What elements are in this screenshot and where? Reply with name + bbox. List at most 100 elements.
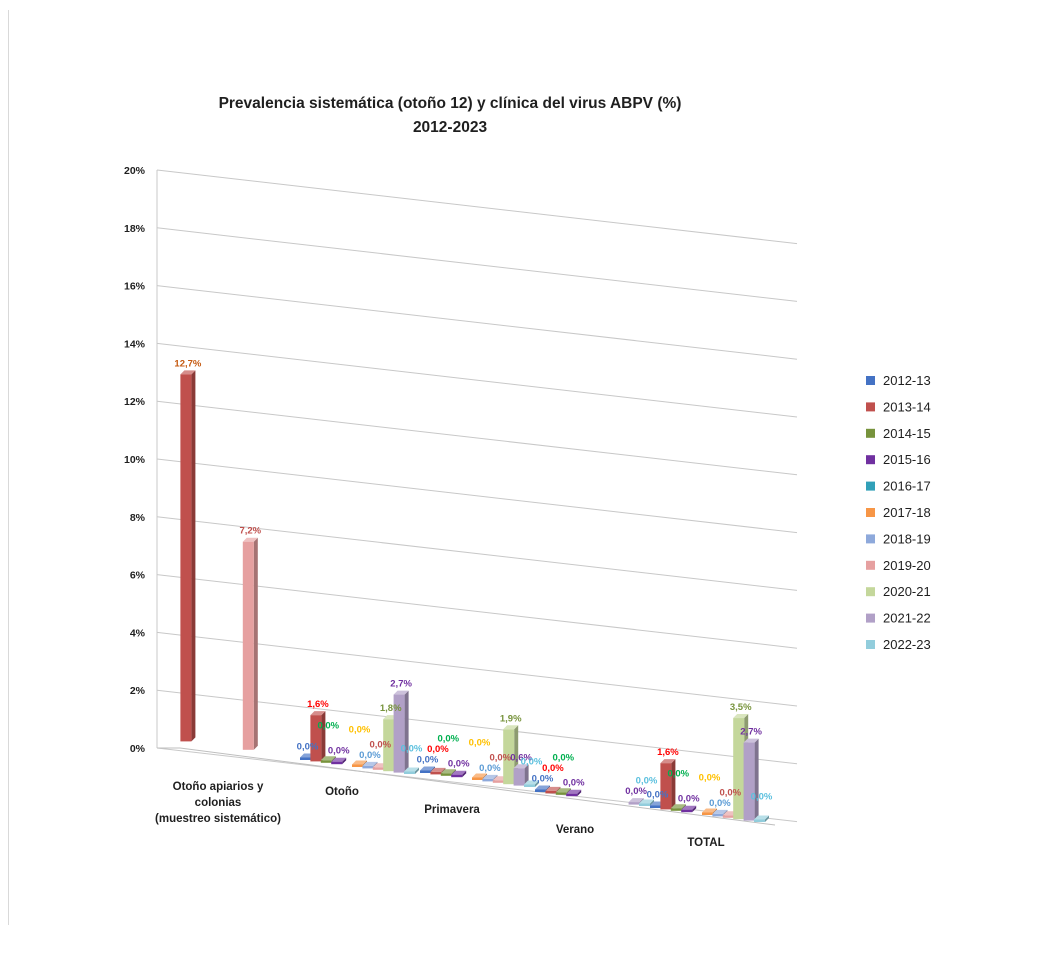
category-label: TOTAL: [687, 837, 724, 849]
bar-side: [404, 690, 409, 773]
bar: [660, 763, 672, 810]
category-label-line: Otoño: [325, 786, 359, 798]
data-label: 0,0%: [448, 759, 470, 770]
data-label: 0,0%: [719, 787, 741, 798]
bar-top: [352, 760, 367, 765]
data-label: 0,0%: [349, 725, 371, 736]
bar-top: [513, 764, 529, 769]
gridline: [156, 342, 798, 418]
bar: [702, 812, 713, 815]
category-label: Otoño apiarios y colonias (muestreo sistem…: [155, 781, 281, 825]
data-label: 0,0%: [369, 739, 391, 750]
category-labels: Otoño apiarios y colonias (muestreo sistem…: [155, 781, 725, 849]
bar-top: [524, 780, 539, 785]
category-label: Verano: [556, 824, 594, 836]
data-label: 0,0%: [751, 792, 773, 803]
legend-swatch: [866, 534, 875, 544]
bar-side: [524, 764, 529, 786]
legend-label: 2012-13: [883, 373, 931, 388]
bar-top: [503, 725, 519, 730]
bar-top: [670, 804, 686, 809]
bar: [352, 764, 363, 767]
data-label: 0,0%: [542, 763, 564, 774]
category-label: Otoño: [325, 786, 359, 798]
bar: [524, 784, 535, 787]
legend-label: 2021-22: [883, 611, 931, 626]
data-label: 0,0%: [678, 794, 700, 805]
data-label: 0,0%: [469, 738, 491, 749]
bar: [503, 729, 515, 785]
bar: [535, 789, 546, 792]
bar: [681, 809, 693, 813]
bar: [331, 761, 343, 765]
data-label: 3,5%: [730, 702, 752, 713]
legend-label: 2015-16: [883, 452, 931, 467]
data-label: 0,0%: [417, 755, 439, 766]
bar-top: [660, 759, 676, 764]
y-tick-label: 20%: [124, 165, 146, 177]
data-label: 0,0%: [489, 752, 511, 763]
bar-top: [482, 774, 498, 779]
bar-top: [320, 756, 336, 761]
y-tick-label: 10%: [124, 454, 146, 466]
bar: [733, 718, 745, 820]
bar: [383, 719, 395, 772]
data-label: 0,0%: [699, 773, 721, 784]
bar: [393, 694, 405, 773]
data-label: 0,0%: [317, 720, 339, 731]
gridline: [156, 458, 798, 534]
bar: [180, 374, 192, 742]
data-label: 1,6%: [657, 747, 679, 758]
bar-top: [180, 370, 196, 375]
bar-top: [362, 761, 378, 766]
gridline: [156, 227, 798, 302]
y-tick-label: 12%: [124, 396, 146, 408]
bar: [482, 778, 494, 782]
bar-side: [342, 757, 347, 765]
bar-top: [743, 738, 759, 743]
bar: [545, 790, 557, 794]
data-label: 0,0%: [647, 790, 669, 801]
legend-swatch: [866, 640, 875, 649]
bar-top: [681, 805, 697, 810]
data-label: 0,0%: [636, 776, 658, 787]
category-label: Primavera: [424, 804, 480, 816]
bar-top: [754, 815, 769, 820]
data-label: 0,0%: [667, 768, 689, 779]
data-label: 0,0%: [427, 744, 449, 755]
bar-side: [191, 370, 196, 742]
bar: [670, 808, 682, 811]
legend-label: 2016-17: [883, 479, 931, 494]
y-tick-label: 16%: [124, 281, 146, 293]
legend-label: 2018-19: [883, 531, 931, 546]
data-label: 0,0%: [479, 763, 501, 774]
bar-top: [545, 786, 561, 791]
bar-top: [440, 769, 456, 774]
category-label-line: Otoño apiarios y: [173, 781, 264, 793]
bar-top: [628, 798, 644, 803]
bar: [712, 813, 724, 817]
category-label-line: TOTAL: [687, 837, 724, 849]
data-label: 0,0%: [359, 750, 381, 761]
data-label: 7,2%: [239, 526, 261, 537]
left-frame-line: [8, 10, 9, 925]
bar: [430, 771, 442, 775]
category-label-line: Primavera: [424, 804, 480, 816]
legend-swatch: [866, 402, 875, 412]
y-tick-label: 14%: [124, 338, 146, 350]
bar: [555, 792, 567, 795]
data-labels: 12,7%7,2%0,0%1,6%0,0%0,0%0,0%0,0%0,0%1,8…: [174, 358, 772, 809]
legend-label: 2019-20: [883, 558, 931, 573]
bar: [420, 770, 431, 773]
data-label: 0,0%: [563, 778, 585, 789]
bar: [440, 773, 452, 776]
y-tick-label: 2%: [130, 685, 146, 697]
data-label: 0,0%: [328, 746, 350, 757]
legend-label: 2014-15: [883, 426, 931, 441]
bar: [639, 803, 650, 806]
bar-top: [702, 808, 717, 813]
bar: [492, 780, 504, 783]
bar-top: [430, 767, 446, 772]
